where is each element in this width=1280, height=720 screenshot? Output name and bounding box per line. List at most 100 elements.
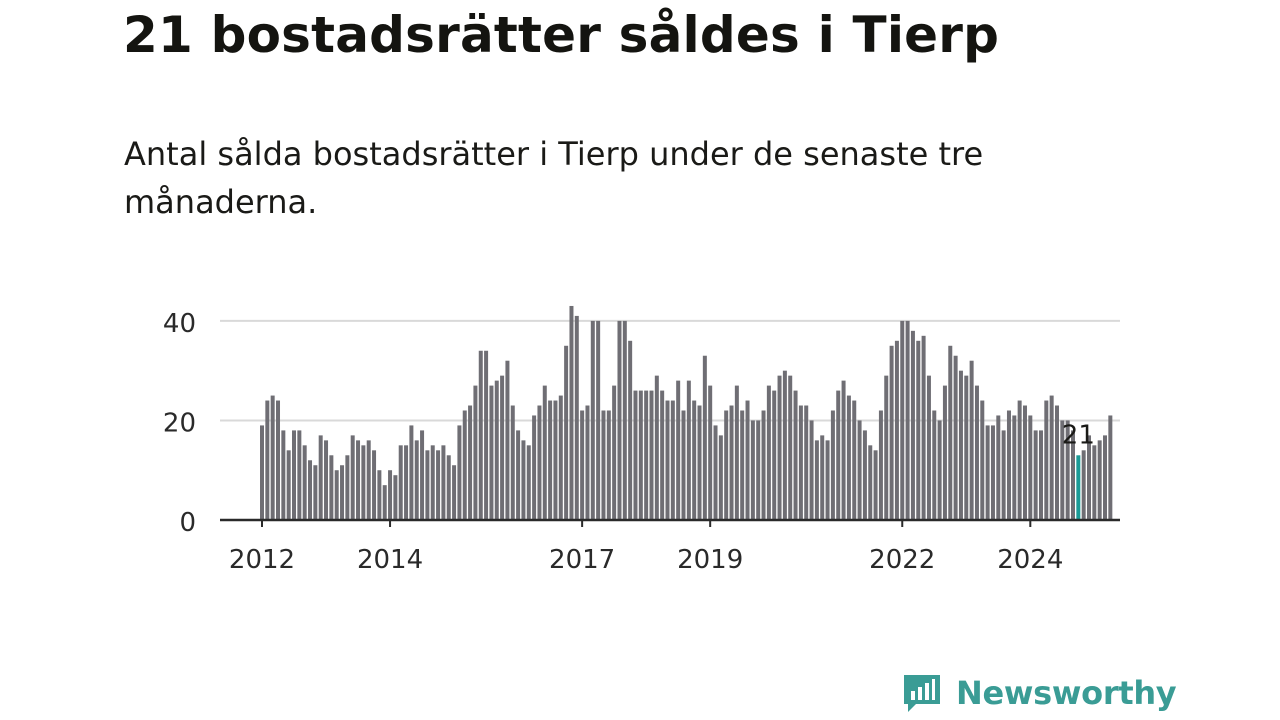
bar [548, 400, 553, 520]
bar [734, 385, 739, 520]
newsworthy-brand[interactable]: Newsworthy [900, 670, 1177, 716]
bar [708, 385, 713, 520]
bar [622, 320, 627, 520]
bar [372, 450, 377, 520]
bar [830, 410, 835, 520]
bar [270, 395, 275, 520]
bar [308, 460, 313, 520]
bar [334, 470, 339, 520]
bar [782, 370, 787, 520]
bar [324, 440, 329, 520]
bar [404, 445, 409, 520]
bar [1103, 435, 1108, 520]
bar [521, 440, 526, 520]
bar [558, 395, 563, 520]
bar [724, 410, 729, 520]
bar [761, 410, 766, 520]
bar [398, 445, 403, 520]
bar [473, 385, 478, 520]
bar [697, 405, 702, 520]
bar [1012, 415, 1017, 520]
bar [846, 395, 851, 520]
brand-name: Newsworthy [956, 674, 1177, 712]
grid-layer [220, 319, 1120, 422]
bar [937, 420, 942, 520]
bar [884, 375, 889, 520]
bar [329, 455, 334, 520]
bar [526, 445, 531, 520]
bar [905, 320, 910, 520]
bar [1033, 430, 1038, 520]
bar [628, 340, 633, 520]
bar [889, 345, 894, 520]
bar [926, 375, 931, 520]
chart-subtitle: Antal sålda bostadsrätter i Tierp under … [124, 135, 984, 221]
bar [841, 380, 846, 520]
x-tick-label: 2014 [357, 545, 423, 575]
bar [1017, 400, 1022, 520]
bar [393, 475, 398, 520]
bar [1006, 410, 1011, 520]
bar [516, 430, 521, 520]
bar [366, 440, 371, 520]
x-tick-label: 2022 [869, 545, 935, 575]
bar [484, 350, 489, 520]
bar [1054, 405, 1059, 520]
bar [1022, 405, 1027, 520]
bar [948, 345, 953, 520]
bar [942, 385, 947, 520]
bar [750, 420, 755, 520]
highlight-bar [1076, 455, 1081, 520]
bar [740, 410, 745, 520]
bar [969, 360, 974, 520]
bar [660, 390, 665, 520]
bar [777, 375, 782, 520]
bar [388, 470, 393, 520]
bar [1038, 430, 1043, 520]
bar [617, 320, 622, 520]
bar [633, 390, 638, 520]
bar [980, 400, 985, 520]
bar [676, 380, 681, 520]
bar [996, 415, 1001, 520]
bar [756, 420, 761, 520]
bar [921, 335, 926, 520]
bar [718, 435, 723, 520]
bar [430, 445, 435, 520]
bar [500, 375, 505, 520]
bar [356, 440, 361, 520]
y-tick-label: 0 [179, 508, 196, 538]
bar [564, 345, 569, 520]
bar [1071, 430, 1075, 520]
bar [462, 410, 467, 520]
bar [345, 455, 350, 520]
bar [494, 380, 499, 520]
bar [1028, 415, 1033, 520]
bar [638, 390, 643, 520]
bar [542, 385, 547, 520]
bar [953, 355, 958, 520]
bar [932, 410, 937, 520]
bar [1097, 440, 1102, 520]
bar [836, 390, 841, 520]
bar [286, 450, 291, 520]
bar [350, 435, 355, 520]
bar [1081, 450, 1086, 520]
bar [292, 430, 297, 520]
bar [590, 320, 595, 520]
bar [798, 405, 803, 520]
bar [857, 420, 862, 520]
bar [612, 385, 617, 520]
bar [862, 430, 867, 520]
bar [265, 400, 270, 520]
bar [958, 370, 963, 520]
bar [318, 435, 323, 520]
bar [505, 360, 510, 520]
x-tick-label: 2012 [229, 545, 295, 575]
bar [468, 405, 473, 520]
bar [964, 375, 969, 520]
bar [436, 450, 441, 520]
bar [793, 390, 798, 520]
bar [713, 425, 718, 520]
